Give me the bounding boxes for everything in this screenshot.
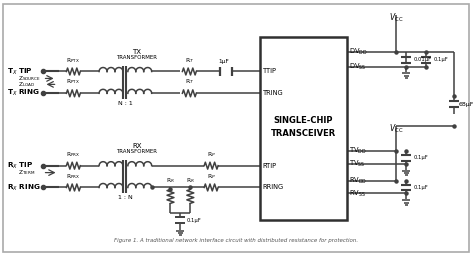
Text: 0.01μF: 0.01μF bbox=[413, 57, 431, 62]
Text: TX: TX bbox=[132, 49, 141, 55]
Text: DV$_\mathrm{SS}$: DV$_\mathrm{SS}$ bbox=[349, 61, 366, 72]
Text: 0.1μF: 0.1μF bbox=[186, 218, 201, 223]
Text: R$_R$: R$_R$ bbox=[166, 177, 175, 186]
Text: Figure 1. A traditional network interface circuit with distributed resistance fo: Figure 1. A traditional network interfac… bbox=[114, 238, 358, 243]
Text: T$_X$ TIP: T$_X$ TIP bbox=[7, 66, 33, 77]
Text: Z$_\mathrm{SOURCE}$: Z$_\mathrm{SOURCE}$ bbox=[18, 74, 41, 83]
Text: RX: RX bbox=[132, 143, 141, 149]
Text: R$_\mathrm{PTX}$: R$_\mathrm{PTX}$ bbox=[67, 56, 80, 65]
Text: R$_P$: R$_P$ bbox=[207, 172, 216, 180]
Text: SINGLE-CHIP: SINGLE-CHIP bbox=[274, 116, 333, 125]
Text: R$_T$: R$_T$ bbox=[185, 78, 194, 86]
Text: TV$_\mathrm{SS}$: TV$_\mathrm{SS}$ bbox=[349, 158, 365, 169]
Text: RV$_\mathrm{SS}$: RV$_\mathrm{SS}$ bbox=[349, 188, 366, 198]
Text: R$_P$: R$_P$ bbox=[207, 150, 216, 159]
Text: 68μF: 68μF bbox=[459, 102, 474, 107]
Text: R$_\mathrm{PRX}$: R$_\mathrm{PRX}$ bbox=[66, 150, 80, 159]
Text: R$_T$: R$_T$ bbox=[185, 56, 194, 65]
Text: 1 : N: 1 : N bbox=[118, 195, 132, 200]
Text: TRANSFORMER: TRANSFORMER bbox=[116, 149, 157, 154]
Text: R$_X$ TIP: R$_X$ TIP bbox=[7, 161, 33, 171]
Bar bbox=[260, 37, 347, 220]
Text: 0.1μF: 0.1μF bbox=[413, 185, 428, 190]
Text: R$_X$ RING: R$_X$ RING bbox=[7, 182, 40, 193]
Text: Z$_\mathrm{LOAD}$: Z$_\mathrm{LOAD}$ bbox=[18, 80, 35, 89]
Text: RRING: RRING bbox=[263, 185, 284, 190]
Text: T$_X$ RING: T$_X$ RING bbox=[7, 88, 40, 98]
Text: DV$_\mathrm{DD}$: DV$_\mathrm{DD}$ bbox=[349, 47, 367, 57]
Text: TRANSCEIVER: TRANSCEIVER bbox=[271, 129, 336, 138]
Text: TRING: TRING bbox=[263, 90, 283, 96]
Text: Z$_\mathrm{TERM}$: Z$_\mathrm{TERM}$ bbox=[18, 168, 35, 177]
Text: RTIP: RTIP bbox=[263, 163, 277, 169]
Text: 0.1μF: 0.1μF bbox=[413, 155, 428, 160]
Text: TV$_\mathrm{DD}$: TV$_\mathrm{DD}$ bbox=[349, 146, 367, 156]
Text: 0.1μF: 0.1μF bbox=[433, 57, 448, 62]
Text: RV$_\mathrm{DD}$: RV$_\mathrm{DD}$ bbox=[349, 175, 367, 186]
Text: N : 1: N : 1 bbox=[118, 101, 132, 106]
Text: R$_R$: R$_R$ bbox=[186, 177, 195, 186]
Text: TTIP: TTIP bbox=[263, 69, 277, 74]
Text: R$_\mathrm{PRX}$: R$_\mathrm{PRX}$ bbox=[66, 172, 80, 180]
Text: V$_\mathrm{CC}$: V$_\mathrm{CC}$ bbox=[389, 122, 404, 135]
Text: 1μF: 1μF bbox=[218, 59, 229, 63]
Text: TRANSFORMER: TRANSFORMER bbox=[116, 55, 157, 60]
Text: V$_\mathrm{CC}$: V$_\mathrm{CC}$ bbox=[389, 11, 404, 24]
Text: R$_\mathrm{PTX}$: R$_\mathrm{PTX}$ bbox=[67, 78, 80, 86]
